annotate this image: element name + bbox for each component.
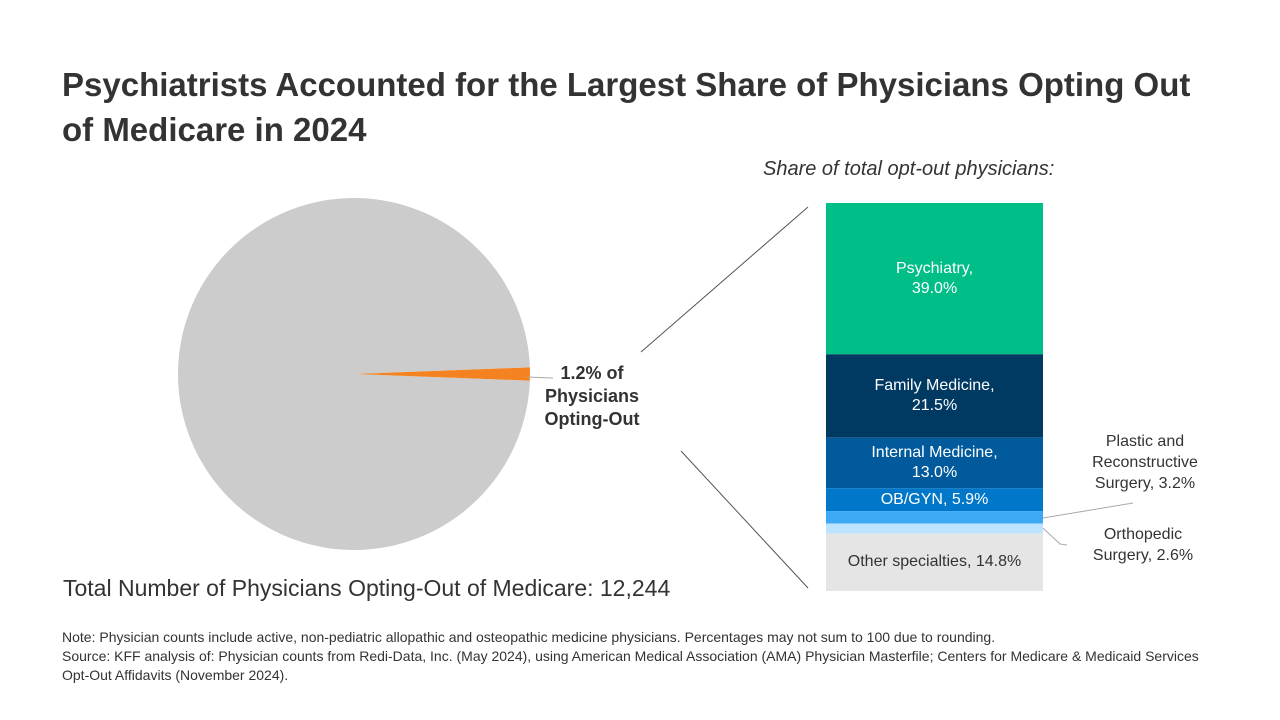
data-label: Family Medicine, 21.5% xyxy=(874,377,995,415)
data-label: Other specialties, 14.8% xyxy=(847,553,1022,571)
pie-slice-label: 1.2% of Physicians Opting-Out xyxy=(544,363,640,429)
bar-segment-ob-gyn xyxy=(826,488,1043,512)
ortho-leader xyxy=(1042,527,1068,546)
footnote: Note: Physician counts include active, n… xyxy=(62,628,1222,685)
connector-top xyxy=(640,206,809,353)
bar-segment-family-medicine xyxy=(826,354,1043,438)
chart-title: Psychiatrists Accounted for the Largest … xyxy=(62,66,1191,148)
pie-leader xyxy=(526,376,554,379)
pie-slice-remaining xyxy=(178,198,530,550)
data-label: Orthopedic Surgery, 2.6% xyxy=(1092,526,1194,564)
bar-segment-other-specialties xyxy=(826,533,1043,591)
bar-segment-plastic-and-reconstructive-surgery xyxy=(826,511,1043,524)
bar-subtitle: Share of total opt-out physicians: xyxy=(763,158,1055,180)
bar-segment-internal-medicine xyxy=(826,437,1043,489)
data-label: Internal Medicine, 13.0% xyxy=(871,443,998,481)
source-text: Source: KFF analysis of: Physician count… xyxy=(62,648,1199,683)
bar-segment-orthopedic-surgery xyxy=(826,523,1043,534)
data-label: Psychiatry, 39.0% xyxy=(895,259,974,297)
pie-slice-opting-out xyxy=(354,367,530,381)
plastic-leader xyxy=(1042,502,1134,519)
data-label: OB/GYN, 5.9% xyxy=(880,490,989,508)
data-label: Plastic and Reconstructive Surgery, 3.2% xyxy=(1092,433,1198,492)
total-label: Total Number of Physicians Opting-Out of… xyxy=(63,575,671,601)
note-text: Note: Physician counts include active, n… xyxy=(62,629,996,645)
connector-bottom xyxy=(680,450,809,589)
bar-segment-psychiatry xyxy=(826,203,1043,355)
